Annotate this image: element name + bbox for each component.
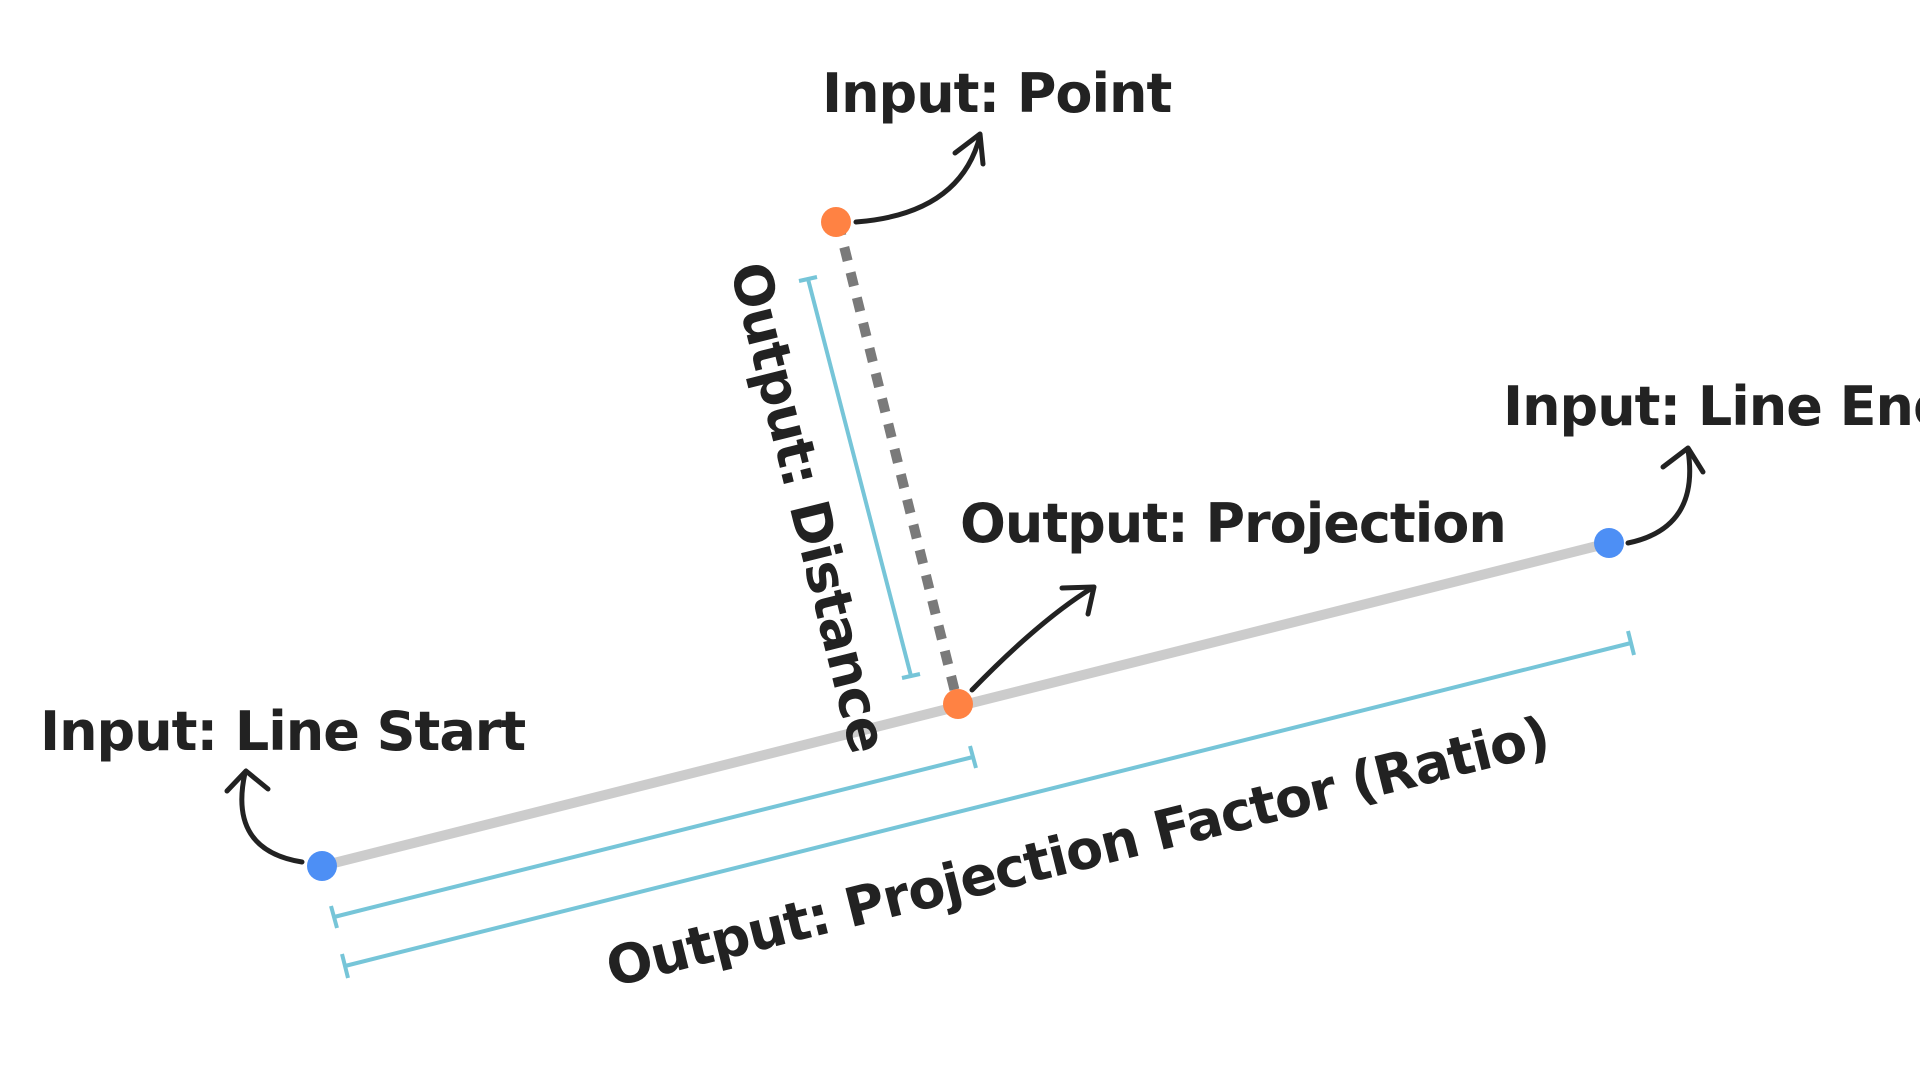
arrow-point — [853, 131, 986, 225]
arrow-projection — [969, 584, 1097, 693]
arrow-line-start — [224, 768, 305, 865]
label-distance: Output: Distance — [717, 256, 900, 759]
line-end-marker — [1594, 528, 1624, 558]
distance-dimension — [798, 275, 921, 680]
factor-dimension-full — [340, 630, 1636, 979]
line-start-marker — [307, 851, 337, 881]
label-projection-factor: Output: Projection Factor (Ratio) — [600, 704, 1555, 1000]
label-line-end: Input: Line End — [1503, 375, 1920, 438]
arrow-line-end — [1625, 445, 1706, 546]
input-point-marker — [821, 207, 851, 237]
projection-point-marker — [943, 689, 973, 719]
label-projection: Output: Projection — [960, 492, 1506, 555]
label-line-start: Input: Line Start — [40, 700, 525, 763]
label-input-point: Input: Point — [822, 62, 1171, 125]
distance-line — [833, 220, 963, 706]
factor-dimension-short — [329, 745, 978, 929]
